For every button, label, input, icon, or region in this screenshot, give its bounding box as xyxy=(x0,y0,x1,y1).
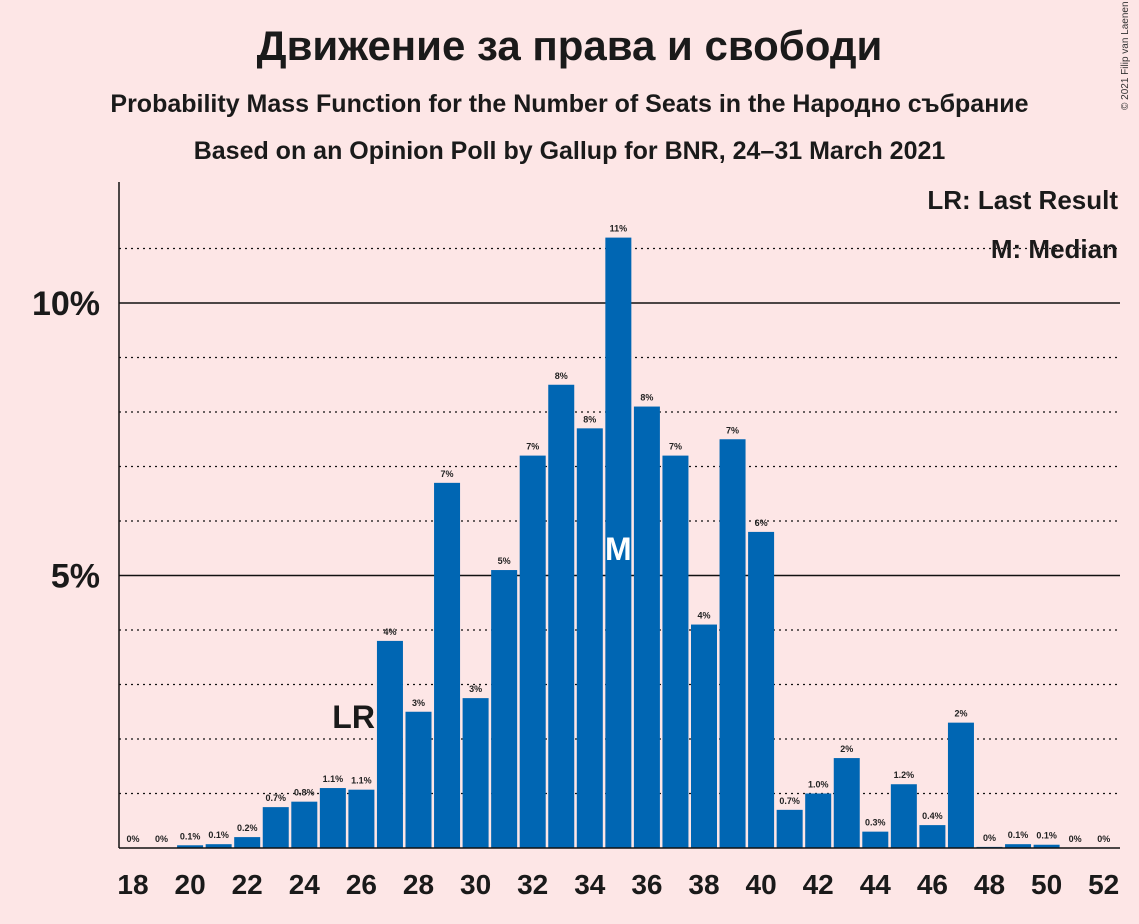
value-label-seats-50: 0.1% xyxy=(1036,831,1057,841)
value-label-seats-27: 4% xyxy=(383,627,396,637)
chart-title: Движение за права и свободи xyxy=(256,22,883,69)
legend-last-result: LR: Last Result xyxy=(927,185,1118,215)
bar-seats-26 xyxy=(348,789,375,848)
value-label-seats-23: 0.7% xyxy=(265,793,286,803)
value-label-seats-31: 5% xyxy=(498,556,511,566)
grid-lines xyxy=(119,247,1120,795)
bar-seats-36 xyxy=(633,406,660,848)
bar-seats-32 xyxy=(519,455,546,848)
value-labels-group: 0% 0% 0.1% 0.1% 0.2% 0.7% 0.8% 1.1% 1.1% 4% 3% 7% 3%… xyxy=(126,224,1110,844)
bar-seats-22 xyxy=(234,837,261,848)
value-label-seats-38: 4% xyxy=(697,611,710,621)
x-tick-label-42: 42 xyxy=(803,869,834,900)
value-label-seats-26: 1.1% xyxy=(351,776,372,786)
x-tick-label-50: 50 xyxy=(1031,869,1062,900)
bar-seats-43 xyxy=(833,758,860,848)
x-tick-label-36: 36 xyxy=(631,869,662,900)
bar-seats-44 xyxy=(862,831,889,848)
value-label-seats-40: 6% xyxy=(755,518,768,528)
y-tick-label-10: 10% xyxy=(32,285,100,323)
bar-seats-35 xyxy=(605,237,632,849)
chart-subtitle-source: Based on an Opinion Poll by Gallup for B… xyxy=(193,137,946,165)
x-tick-label-32: 32 xyxy=(517,869,548,900)
value-label-seats-25: 1.1% xyxy=(323,774,344,784)
x-tick-label-22: 22 xyxy=(232,869,263,900)
bar-seats-24 xyxy=(291,801,318,848)
bars-group xyxy=(177,237,1060,849)
value-label-seats-34: 8% xyxy=(583,414,596,424)
value-label-seats-28: 3% xyxy=(412,698,425,708)
bar-seats-25 xyxy=(319,788,346,848)
bar-seats-40 xyxy=(748,531,775,848)
bar-seats-50 xyxy=(1033,844,1060,848)
legend-median: M: Median xyxy=(991,234,1118,264)
value-label-seats-35: 11% xyxy=(610,224,628,234)
bar-seats-28 xyxy=(405,711,432,848)
value-label-seats-47: 2% xyxy=(954,709,967,719)
value-label-seats-51: 0% xyxy=(1069,834,1082,844)
bar-seats-47 xyxy=(947,722,974,848)
bar-seats-46 xyxy=(919,825,946,848)
value-label-seats-24: 0.8% xyxy=(294,788,315,798)
value-label-seats-45: 1.2% xyxy=(894,770,915,780)
x-tick-label-38: 38 xyxy=(688,869,719,900)
value-label-seats-44: 0.3% xyxy=(865,818,886,828)
value-label-seats-18: 0% xyxy=(126,834,139,844)
value-label-seats-33: 8% xyxy=(555,371,568,381)
axes-group: 18 20 22 24 26 28 30 32 34 36 38 40 42 44 46 48 50 52 5% 10… xyxy=(32,182,1120,900)
bar-seats-42 xyxy=(805,793,832,848)
last-result-marker: LR xyxy=(332,699,375,735)
value-label-seats-42: 1.0% xyxy=(808,780,829,790)
x-tick-label-44: 44 xyxy=(860,869,892,900)
value-label-seats-43: 2% xyxy=(840,744,853,754)
x-tick-label-34: 34 xyxy=(574,869,606,900)
bar-seats-21 xyxy=(205,844,232,848)
x-tick-label-48: 48 xyxy=(974,869,1005,900)
bar-seats-45 xyxy=(890,784,917,848)
value-label-seats-52: 0% xyxy=(1097,834,1110,844)
x-tick-label-24: 24 xyxy=(289,869,321,900)
x-tick-label-46: 46 xyxy=(917,869,948,900)
x-tick-label-30: 30 xyxy=(460,869,491,900)
bar-seats-41 xyxy=(776,809,803,848)
value-label-seats-30: 3% xyxy=(469,684,482,694)
median-marker: M xyxy=(605,531,632,567)
value-label-seats-37: 7% xyxy=(669,442,682,452)
value-label-seats-32: 7% xyxy=(526,442,539,452)
bar-seats-38 xyxy=(691,624,717,848)
value-label-seats-36: 8% xyxy=(640,393,653,403)
y-tick-label-5: 5% xyxy=(51,558,100,596)
x-tick-label-26: 26 xyxy=(346,869,377,900)
bar-seats-29 xyxy=(434,482,461,848)
bar-seats-23 xyxy=(262,807,289,848)
value-label-seats-29: 7% xyxy=(441,469,454,479)
x-tick-label-52: 52 xyxy=(1088,869,1119,900)
bar-seats-37 xyxy=(662,455,689,848)
x-tick-label-20: 20 xyxy=(175,869,206,900)
value-label-seats-20: 0.1% xyxy=(180,831,201,841)
chart-subtitle: Probability Mass Function for the Number… xyxy=(110,90,1029,118)
value-label-seats-48: 0% xyxy=(983,833,996,843)
bar-seats-20 xyxy=(177,845,204,848)
bar-seats-33 xyxy=(548,384,575,848)
x-tick-label-28: 28 xyxy=(403,869,434,900)
value-label-seats-46: 0.4% xyxy=(922,811,943,821)
value-label-seats-39: 7% xyxy=(726,425,739,435)
x-tick-label-18: 18 xyxy=(117,869,148,900)
bar-seats-31 xyxy=(491,570,518,848)
bar-seats-27 xyxy=(376,640,403,848)
bar-seats-30 xyxy=(462,698,489,848)
value-label-seats-19: 0% xyxy=(155,834,168,844)
bar-seats-49 xyxy=(1005,844,1032,848)
value-label-seats-41: 0.7% xyxy=(779,796,800,806)
value-label-seats-22: 0.2% xyxy=(237,823,258,833)
x-tick-label-40: 40 xyxy=(746,869,777,900)
bar-seats-34 xyxy=(576,428,603,848)
value-label-seats-21: 0.1% xyxy=(208,830,229,840)
value-label-seats-49: 0.1% xyxy=(1008,830,1029,840)
bar-seats-39 xyxy=(719,439,746,848)
